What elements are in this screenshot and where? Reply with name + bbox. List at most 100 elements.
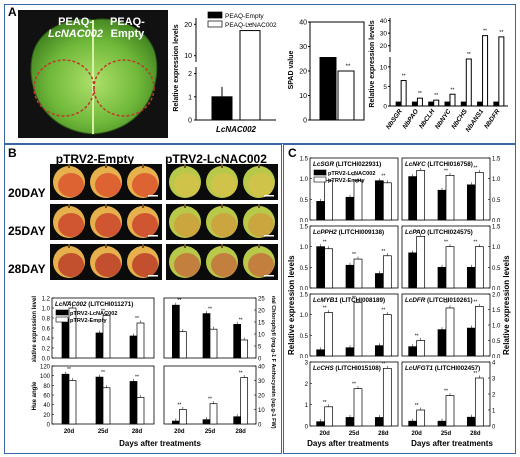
chart-b-expression: 0.00.20.40.60.81.01.2******LcNAC002 (LIT… [32,296,155,363]
fruit-blush [58,213,84,237]
fruit-blush [132,213,158,237]
bar [324,180,334,221]
panel-b-frame [4,144,282,454]
bar [233,324,242,359]
bar [345,417,355,427]
fruit-stem [142,164,144,168]
bar [416,170,426,221]
y-tick-label: 0.6 [42,327,51,333]
panel-label-a: A [8,5,17,19]
bar-nac002 [416,97,423,107]
chart-a-expression: Relative expression levels 0 1 2 10 20 ** LcNAC… [173,11,277,134]
bar [178,331,187,359]
legend-label: PEAQ-LcNAC002 [225,22,277,29]
fruit-blush [248,173,274,197]
bar [68,380,77,425]
bar [466,416,476,427]
fruit-blush [174,173,200,197]
significance-mark: ** [323,240,327,246]
leaf-label-right-1: PEAQ- [110,16,145,28]
y-tick-label: 20 [184,22,192,29]
y-tick-label: 10 [258,333,265,339]
scale-bar [264,275,274,277]
fruit-blush [248,213,274,237]
leaf-label-left: PEAQ- LcNAC002 [48,16,103,40]
fruit-stem [105,244,107,248]
significance-mark: ** [473,165,477,171]
y-tick-label: 80 [43,384,50,390]
significance-mark: ** [444,240,448,246]
significance-mark: ** [208,397,212,403]
y-tick-label: 0.5 [300,198,309,204]
fruit-stem [142,244,144,248]
x-tick-label: 28d [470,431,481,437]
y-tick-label: 0.0 [492,287,501,291]
bar [316,349,326,357]
x-tick-label: 20d [174,429,185,435]
y-tick-label: 20 [258,309,265,315]
y-tick-label: 15 [258,321,265,327]
bar-nac002 [449,93,456,107]
significance-mark: ** [451,87,455,93]
bar-empty [319,57,337,121]
significance-mark: ** [381,249,385,255]
y-tick-label: 1 [188,94,192,101]
x-tick-label: NbDFR [483,108,502,130]
y-tick-label: 10 [299,93,307,100]
chart-c-nyc: 0.00.51.01.5**** **LcNYC (LITCHI016758) [401,157,501,222]
y-tick-label: 0 [492,425,496,431]
y-axis-label: Relative expression levels [173,24,180,111]
y-tick-label: 1.5 [300,293,309,299]
y-tick-label: 0.0 [42,357,51,363]
x-tick-label: 20d [411,431,422,437]
fruit-stem [68,244,70,248]
y-tick-label: 0.8 [42,317,51,323]
x-tick-label: 25d [349,431,360,437]
bar [408,420,418,427]
x-tick-label: 28d [378,431,389,437]
significance-mark: ** [473,240,477,246]
chart-title: LcSGR (LITCHI022931) [313,161,381,168]
x-tick-label: 28d [132,429,143,435]
y-tick-label: 20 [43,413,50,419]
chart-a-spad: SPAD value 0 10 20 30 40 ** [288,20,365,125]
significance-mark: ** [208,307,212,313]
bar [136,397,145,425]
bar-nac002 [433,99,440,107]
bar [474,377,484,427]
chart-c-myb1: 0.00.51.01.5******LcMYB1 (LITCHI008189) [300,293,399,358]
chart-title-id: (LITCHI002457) [435,365,481,372]
y-tick-label: 25 [258,297,265,303]
y-tick-label: 40 [299,20,307,27]
chart-b-hue: 0 20 40 60 80 100 120 ** 20d ** 25d ** 28d Hue angle [32,365,155,435]
bar [240,339,249,359]
significance-mark: ** [444,389,448,395]
bar [324,248,334,289]
chart-title: LcPAO (LITCHI024575) [405,229,473,236]
fruit-stem [142,204,144,208]
significance-mark: ** [135,374,139,380]
fruit-stem [258,164,260,168]
y-tick-label: 2.0 [492,293,501,299]
bar [129,381,138,425]
chart-c-chs: 0 1 2 3 ** 20d ** 25d ** 28d LcCHS (LITCHI015108) [305,361,399,437]
chart-title-id: (LITCHI016758) [427,161,473,168]
significance-mark: ** [473,371,477,377]
chart-title-gene: LcNYC [405,161,427,168]
fruit-stem [221,164,223,168]
y-tick-label: 4 [492,361,496,367]
chart-c-pph2: 0.0 0.5 1.0 1.5 ** ** ** LcPPH2 (LITCHI009138) [300,225,399,290]
legend-label: pTRV2-LcNAC002 [70,311,117,317]
bar [382,314,392,357]
bar-empty [411,101,418,107]
bar [437,266,447,289]
chart-title-gene: LcDFR [405,297,427,304]
chart-title-gene: LcMYB1 [313,297,340,304]
bar-empty [211,96,233,121]
y-tick-label: 0.0 [492,355,501,359]
y-tick-label: 5 [258,345,262,351]
significance-mark: ** [467,52,471,58]
significance-mark: ** [101,370,105,376]
significance-mark: ** [239,371,243,377]
bar [61,373,70,425]
